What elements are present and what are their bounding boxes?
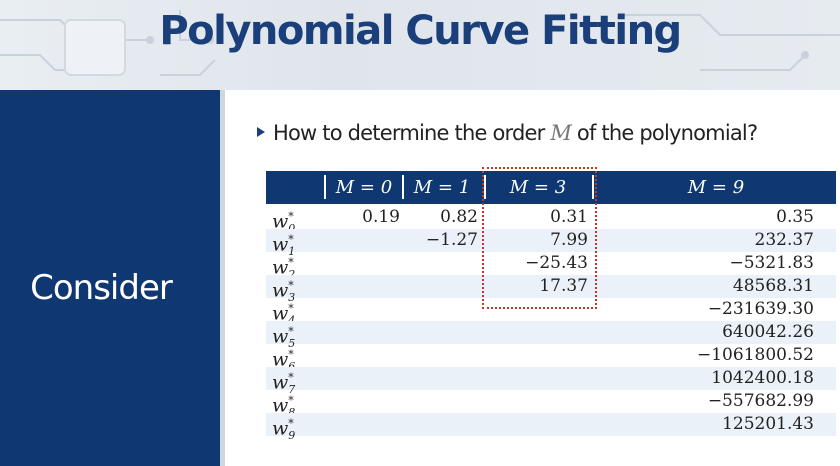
header-m9: M = 9 [687,177,745,198]
coefficient-symbol: w [272,325,289,348]
coefficient-symbol: w [272,348,289,371]
coefficient-index: 4 [288,314,295,327]
coefficient-star: * [288,256,294,269]
coefficient-star: * [288,371,294,384]
sidebar-label: Consider [30,268,173,308]
coefficient-symbol: w [272,302,289,325]
sidebar-divider [220,90,225,466]
coefficient-label: w5* [272,321,320,350]
coefficient-index: 2 [288,268,295,281]
circuit-background-graphic [0,10,840,76]
coefficient-index: 8 [288,406,295,419]
coefficient-index: 1 [288,245,296,259]
coefficient-label: w8* [272,390,320,419]
cell-m9: −231639.30 [707,299,814,319]
coefficient-symbol: w [272,256,289,279]
coefficient-symbol: w [272,394,289,417]
cell-m9: 125201.43 [722,414,814,434]
m3-highlight-box [482,167,597,309]
coefficient-index: 5 [288,337,296,351]
cell-m9: 640042.26 [722,322,814,342]
cell-m9: 1042400.18 [711,368,814,388]
bullet-variable: M [550,121,572,145]
coefficient-symbol: w [272,233,289,256]
cell-m9: −5321.83 [729,253,814,273]
cell-m9: 0.35 [776,207,814,227]
cell-m3: 7.99 [550,230,588,250]
header-separator [402,175,404,199]
coefficient-star: * [288,233,294,246]
slide-title: Polynomial Curve Fitting [159,8,682,54]
bullet-text-post: of the polynomial? [571,121,758,145]
header-m0: M = 0 [335,177,393,198]
table-row: w0* 0.19 0.82 0.31 0.35 [266,206,836,235]
coefficient-index: 6 [288,360,295,373]
coefficient-star: * [288,302,294,315]
coefficient-star: * [288,325,294,338]
triangle-bullet-icon [257,127,265,137]
coefficient-star: * [288,348,294,361]
bullet-text-pre: How to determine the order [273,121,551,145]
coefficient-star: * [288,210,294,223]
coefficient-symbol: w [272,279,289,302]
coefficient-label: w6* [272,344,320,373]
cell-m9: 232.37 [754,230,814,250]
table-row: w2* −25.43 −5321.83 [266,252,836,281]
coefficient-label: w7* [272,367,320,396]
cell-m3: 0.31 [550,207,588,227]
table-row: w5* 640042.26 [266,321,836,350]
cell-m9: 48568.31 [732,276,814,296]
table-row: w8* −557682.99 [266,390,836,419]
cell-m0: 0.19 [362,207,400,227]
coefficient-symbol: w [272,210,289,233]
coefficient-symbol: w [272,371,289,394]
bullet-question: How to determine the order M of the poly… [257,121,758,145]
coefficient-label: w4* [272,298,320,327]
table-row: w6* −1061800.52 [266,344,836,373]
coefficient-star: * [288,394,294,407]
header-m1: M = 1 [413,177,471,198]
coefficient-index: 3 [288,291,296,305]
header-separator [592,175,594,199]
coefficients-table: M = 0 M = 1 M = 3 M = 9 w0*0.190.820.310… [266,171,836,461]
header-m3: M = 3 [509,177,567,198]
sidebar-panel [0,90,220,466]
coefficient-star: * [288,279,294,292]
table-row: w3* 17.37 48568.31 [266,275,836,304]
coefficient-label: w2* [272,252,320,281]
cell-m9: −557682.99 [707,391,814,411]
cell-m1: 0.82 [440,207,478,227]
cell-m3: −25.43 [525,253,588,273]
coefficient-symbol: w [272,417,289,440]
coefficient-label: w3* [272,275,320,304]
coefficient-index: 9 [288,429,296,443]
coefficient-index: 0 [288,222,295,235]
cell-m1: −1.27 [425,230,478,250]
coefficient-label: w1* [272,229,320,258]
cell-m9: −1061800.52 [697,345,814,365]
coefficient-index: 7 [288,383,296,397]
cell-m3: 17.37 [539,276,588,296]
table-row: w7* 1042400.18 [266,367,836,396]
coefficient-label: w9* [272,413,320,442]
table-row: w1* −1.27 7.99 232.37 [266,229,836,258]
table-row: w4* −231639.30 [266,298,836,327]
coefficient-label: w0* [272,206,320,235]
table-header: M = 0 M = 1 M = 3 M = 9 [266,171,836,204]
title-banner: Polynomial Curve Fitting [0,0,840,90]
coefficient-star: * [288,417,294,430]
header-separator [324,175,326,199]
table-row: w9* 125201.43 [266,413,836,442]
header-separator [484,175,486,199]
